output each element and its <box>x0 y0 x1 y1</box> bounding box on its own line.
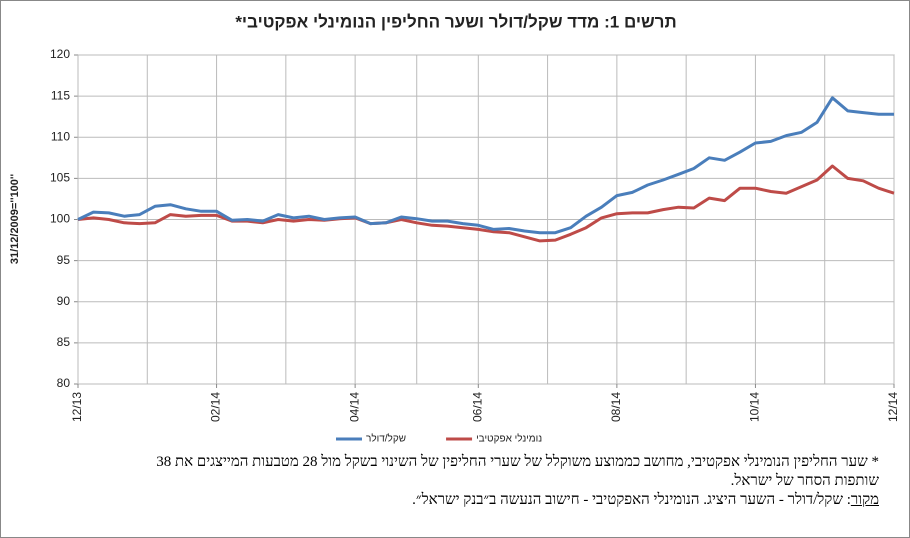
chart-title: תרשים 1: מדד שקל/דולר ושער החליפין הנומי… <box>235 12 676 31</box>
y-tick-label: 110 <box>51 129 70 143</box>
y-tick-label: 115 <box>51 88 70 102</box>
y-tick-label: 120 <box>50 47 70 61</box>
line-series <box>77 164 895 243</box>
x-tick-label: 12/14 <box>886 392 900 422</box>
y-tick-label: 105 <box>50 171 70 185</box>
footnote-line: * שער החליפין הנומינלי אפקטיבי, מחושב כמ… <box>156 454 879 470</box>
source-text: : שקל/דולר - השער היציג. הנומינלי האפקטי… <box>412 492 851 508</box>
y-tick-label: 90 <box>57 294 71 308</box>
chart: תרשים 1: מדד שקל/דולר ושער החליפין הנומי… <box>9 12 900 445</box>
legend-label: נומינלי אפקטיבי <box>476 433 542 445</box>
x-tick-label: 04/14 <box>347 392 361 422</box>
source: מקור: שקל/דולר - השער היציג. הנומינלי הא… <box>29 491 879 510</box>
x-tick-label: 08/14 <box>609 392 623 422</box>
y-tick-label: 100 <box>50 212 70 226</box>
y-axis-label: 31/12/2009=''100'' <box>9 173 21 264</box>
notes: * שער החליפין הנומינלי אפקטיבי, מחושב כמ… <box>29 453 879 510</box>
legend-label: שקל/דולר <box>366 433 406 445</box>
source-label: מקור <box>850 492 879 508</box>
x-tick-label: 10/14 <box>748 392 762 422</box>
x-tick-label: 02/14 <box>209 392 223 422</box>
y-tick-label: 95 <box>57 253 71 267</box>
y-tick-label: 85 <box>57 335 71 349</box>
line-series <box>77 96 894 235</box>
x-tick-label: 06/14 <box>470 392 484 422</box>
y-tick-label: 80 <box>57 376 71 390</box>
footnote-line: שותפות הסחר של ישראל. <box>730 473 879 489</box>
x-tick-label: 12/13 <box>70 392 84 422</box>
